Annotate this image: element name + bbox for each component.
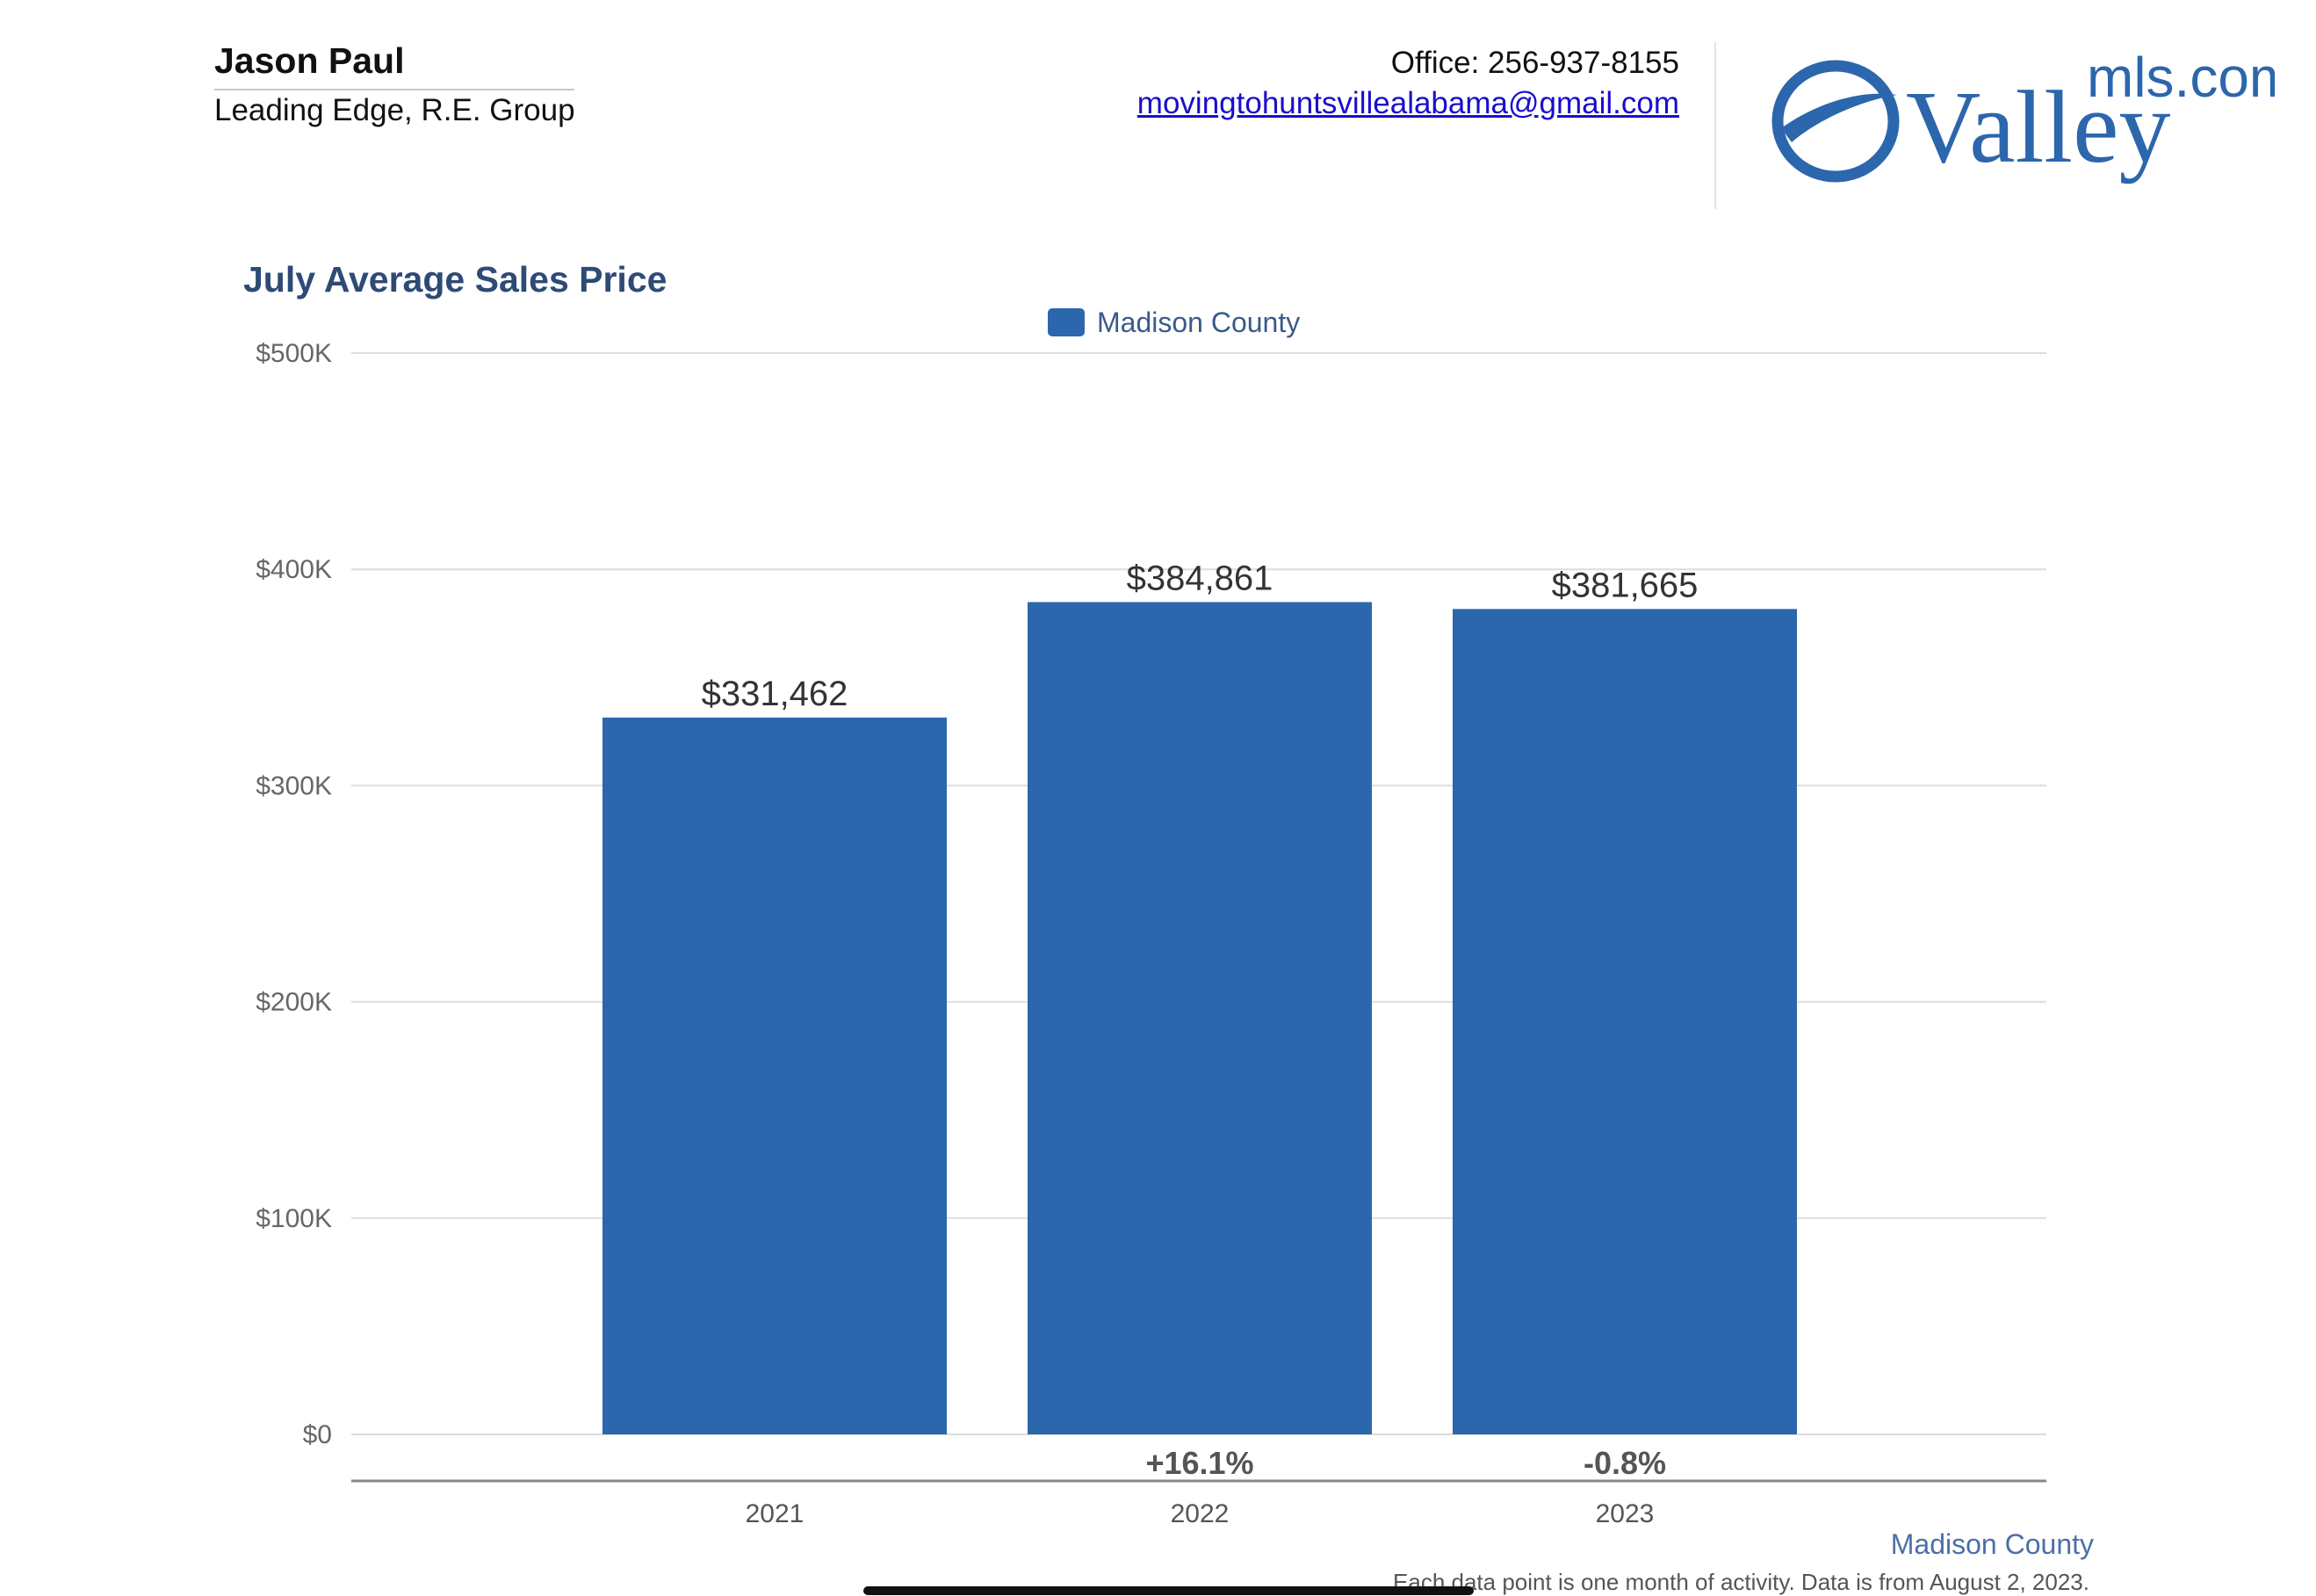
logo-main-text: Valley: [1906, 69, 2170, 184]
bar: [1453, 609, 1797, 1434]
footer-note: Each data point is one month of activity…: [1393, 1569, 2089, 1595]
valleymls-logo: Valley mls.com: [1771, 51, 2275, 184]
agent-company: Leading Edge, R.E. Group: [214, 93, 575, 127]
x-tick-label: 2023: [1596, 1499, 1655, 1528]
x-tick-label: 2022: [1171, 1499, 1230, 1528]
y-tick-label: $300K: [256, 771, 332, 800]
x-tick-label: 2021: [746, 1499, 804, 1528]
office-phone: Office: 256-937-8155: [1390, 46, 1679, 80]
header-divider: [1714, 42, 1716, 209]
y-tick-label: $400K: [256, 555, 332, 584]
bar: [602, 717, 947, 1434]
y-tick-label: $200K: [256, 988, 332, 1017]
bar-value-label: $331,462: [702, 675, 848, 713]
change-label: +16.1%: [1145, 1445, 1253, 1481]
chart-title: July Average Sales Price: [243, 259, 667, 300]
legend-label: Madison County: [1097, 307, 1301, 338]
bar-value-label: $381,665: [1552, 566, 1699, 604]
home-indicator: [863, 1586, 1474, 1595]
legend-swatch: [1048, 308, 1085, 336]
footer-county: Madison County: [1890, 1528, 2094, 1560]
agent-name: Jason Paul: [214, 40, 574, 90]
change-label: -0.8%: [1584, 1445, 1666, 1481]
logo-suffix-text: mls.com: [2087, 51, 2275, 109]
bar-value-label: $384,861: [1127, 559, 1273, 597]
y-tick-label: $500K: [256, 339, 332, 368]
y-tick-label: $100K: [256, 1204, 332, 1233]
email-link[interactable]: movingtohuntsvillealabama@gmail.com: [1136, 86, 1679, 120]
bar: [1028, 602, 1372, 1434]
y-tick-label: $0: [303, 1420, 332, 1449]
